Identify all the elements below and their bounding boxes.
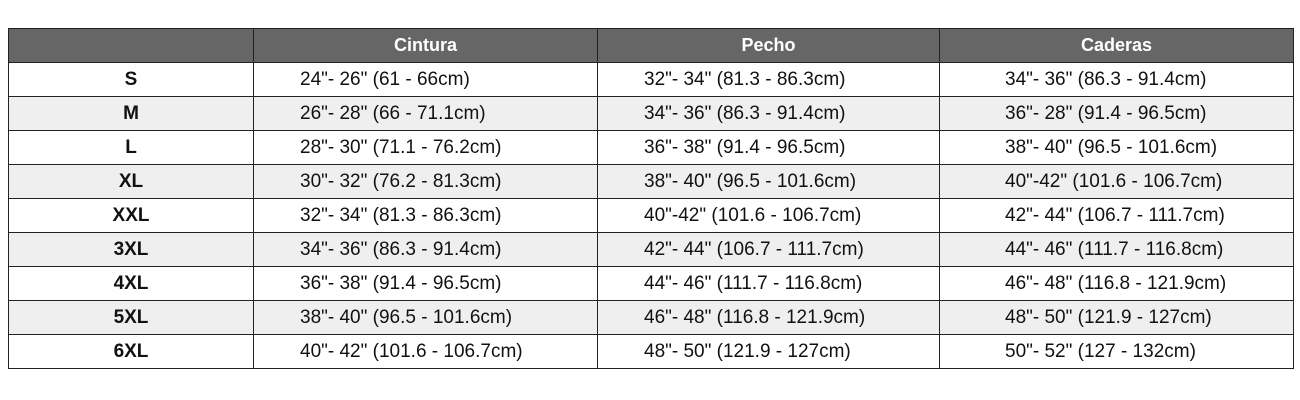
header-cell: Cintura — [253, 28, 598, 63]
measure-cell: 36"- 28" (91.4 - 96.5cm) — [939, 96, 1294, 131]
measure-cell: 48"- 50" (121.9 - 127cm) — [597, 334, 940, 369]
size-cell: 6XL — [8, 334, 254, 369]
measure-cell: 48"- 50" (121.9 - 127cm) — [939, 300, 1294, 335]
header-cell: Pecho — [597, 28, 940, 63]
measure-cell: 34"- 36" (86.3 - 91.4cm) — [253, 232, 598, 267]
measure-cell: 26"- 28" (66 - 71.1cm) — [253, 96, 598, 131]
size-cell: S — [8, 62, 254, 97]
size-cell: 5XL — [8, 300, 254, 335]
measure-cell: 40"-42" (101.6 - 106.7cm) — [939, 164, 1294, 199]
measure-cell: 30"- 32" (76.2 - 81.3cm) — [253, 164, 598, 199]
measure-cell: 38"- 40" (96.5 - 101.6cm) — [939, 130, 1294, 165]
measure-cell: 46"- 48" (116.8 - 121.9cm) — [939, 266, 1294, 301]
measure-cell: 42"- 44" (106.7 - 111.7cm) — [939, 198, 1294, 233]
header-row: Cintura Pecho Caderas — [8, 28, 1294, 63]
measure-cell: 40"-42" (101.6 - 106.7cm) — [597, 198, 940, 233]
measure-cell: 32"- 34" (81.3 - 86.3cm) — [253, 198, 598, 233]
table-row: XXL 32"- 34" (81.3 - 86.3cm) 40"-42" (101.… — [8, 198, 1294, 233]
measure-cell: 36"- 38" (91.4 - 96.5cm) — [597, 130, 940, 165]
size-cell: XXL — [8, 198, 254, 233]
measure-cell: 34"- 36" (86.3 - 91.4cm) — [597, 96, 940, 131]
table-row: S 24"- 26" (61 - 66cm) 32"- 34" (81.3 - 86… — [8, 62, 1294, 97]
size-cell: XL — [8, 164, 254, 199]
table-row: M 26"- 28" (66 - 71.1cm) 34"- 36" (86.3 - … — [8, 96, 1294, 131]
table-row: L 28"- 30" (71.1 - 76.2cm) 36"- 38" (91.4 … — [8, 130, 1294, 165]
measure-cell: 28"- 30" (71.1 - 76.2cm) — [253, 130, 598, 165]
measure-cell: 24"- 26" (61 - 66cm) — [253, 62, 598, 97]
measure-cell: 40"- 42" (101.6 - 106.7cm) — [253, 334, 598, 369]
measure-cell: 46"- 48" (116.8 - 121.9cm) — [597, 300, 940, 335]
size-table: Cintura Pecho Caderas S 24"- 26" (61 - 66… — [8, 28, 1294, 369]
header-cell: Caderas — [939, 28, 1294, 63]
measure-cell: 38"- 40" (96.5 - 101.6cm) — [253, 300, 598, 335]
measure-cell: 44"- 46" (111.7 - 116.8cm) — [597, 266, 940, 301]
table-body: S 24"- 26" (61 - 66cm) 32"- 34" (81.3 - 86… — [8, 62, 1294, 369]
table-row: 6XL 40"- 42" (101.6 - 106.7cm) 48"- 50" (1… — [8, 334, 1294, 369]
table-row: 5XL 38"- 40" (96.5 - 101.6cm) 46"- 48" (11… — [8, 300, 1294, 335]
measure-cell: 50"- 52" (127 - 132cm) — [939, 334, 1294, 369]
size-cell: 3XL — [8, 232, 254, 267]
size-cell: 4XL — [8, 266, 254, 301]
size-cell: L — [8, 130, 254, 165]
header-cell — [8, 28, 254, 63]
measure-cell: 44"- 46" (111.7 - 116.8cm) — [939, 232, 1294, 267]
size-cell: M — [8, 96, 254, 131]
measure-cell: 32"- 34" (81.3 - 86.3cm) — [597, 62, 940, 97]
table-row: XL 30"- 32" (76.2 - 81.3cm) 38"- 40" (96.5… — [8, 164, 1294, 199]
table-row: 4XL 36"- 38" (91.4 - 96.5cm) 44"- 46" (111… — [8, 266, 1294, 301]
measure-cell: 36"- 38" (91.4 - 96.5cm) — [253, 266, 598, 301]
table-row: 3XL 34"- 36" (86.3 - 91.4cm) 42"- 44" (106… — [8, 232, 1294, 267]
measure-cell: 42"- 44" (106.7 - 111.7cm) — [597, 232, 940, 267]
measure-cell: 38"- 40" (96.5 - 101.6cm) — [597, 164, 940, 199]
measure-cell: 34"- 36" (86.3 - 91.4cm) — [939, 62, 1294, 97]
